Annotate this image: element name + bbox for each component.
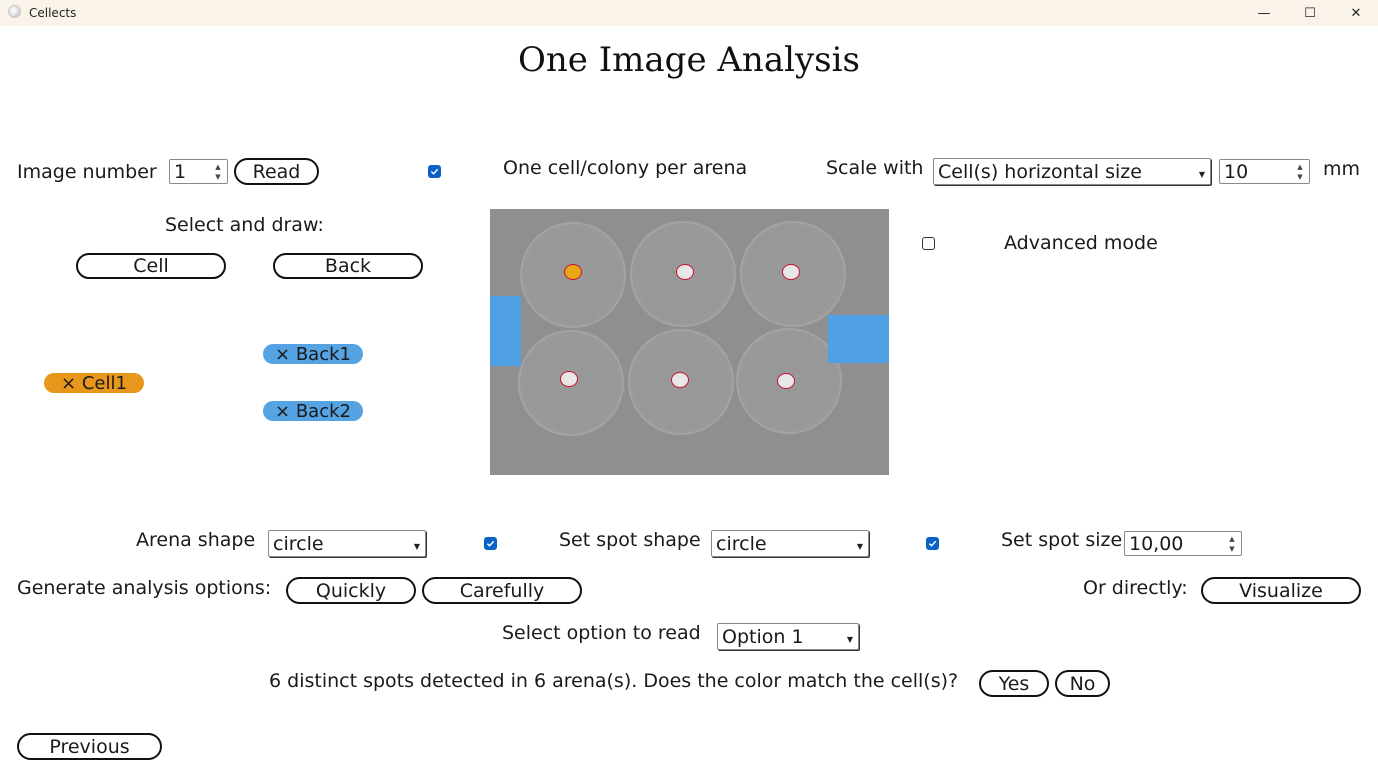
read-button[interactable]: Read [234, 158, 319, 185]
quickly-button[interactable]: Quickly [286, 577, 416, 604]
image-number-label: Image number [17, 161, 157, 183]
advanced-mode-checkbox[interactable] [922, 237, 935, 250]
no-button[interactable]: No [1055, 670, 1110, 697]
detected-spot [777, 373, 795, 389]
image-preview[interactable] [490, 209, 889, 475]
arena-shape-select[interactable]: circle ▼ [268, 530, 426, 557]
directly-label: Or directly: [1083, 577, 1188, 599]
spot-shape-value: circle [716, 532, 767, 555]
dropdown-arrow-icon: ▼ [856, 542, 863, 551]
detection-message: 6 distinct spots detected in 6 arena(s).… [269, 670, 959, 692]
spot-size-label: Set spot size [1001, 529, 1123, 551]
scale-with-value: Cell(s) horizontal size [938, 160, 1142, 183]
spot-shape-checkbox[interactable] [926, 537, 939, 550]
checkmark-icon [486, 540, 495, 547]
cell1-chip[interactable]: × Cell1 [44, 373, 144, 394]
scale-value: 10 [1224, 160, 1249, 183]
title-bar [0, 0, 1378, 26]
arena-shape-value: circle [273, 532, 324, 555]
checkmark-icon [928, 540, 937, 547]
back-draw-button[interactable]: Back [273, 253, 423, 279]
detected-spot [676, 264, 694, 280]
detected-spot [564, 264, 582, 280]
spot-shape-select[interactable]: circle ▼ [711, 530, 869, 557]
yes-button[interactable]: Yes [979, 670, 1049, 697]
arena-shape-checkbox[interactable] [484, 537, 497, 550]
one-cell-label: One cell/colony per arena [503, 157, 748, 179]
advanced-mode-label: Advanced mode [1004, 232, 1158, 254]
spot-size-value: 10,00 [1129, 532, 1184, 555]
minimize-icon[interactable]: — [1257, 5, 1271, 21]
one-cell-checkbox[interactable] [428, 165, 441, 178]
app-logo-icon [8, 5, 21, 18]
spin-arrows-icon[interactable]: ▲ ▼ [1229, 535, 1235, 553]
scale-unit: mm [1323, 158, 1361, 180]
detected-spot [782, 264, 800, 280]
back-region-marker [490, 296, 521, 366]
detected-spot [671, 372, 689, 388]
detected-spot [560, 371, 578, 387]
scale-with-select[interactable]: Cell(s) horizontal size ▼ [933, 158, 1211, 185]
dropdown-arrow-icon: ▼ [846, 635, 853, 644]
spin-arrows-icon[interactable]: ▲ ▼ [215, 163, 221, 181]
close-icon[interactable]: ✕ [1350, 5, 1362, 21]
back2-chip[interactable]: × Back2 [263, 401, 363, 422]
previous-button[interactable]: Previous [17, 733, 162, 760]
dropdown-arrow-icon: ▼ [1198, 170, 1205, 179]
scale-value-spinbox[interactable]: 10 ▲ ▼ [1219, 159, 1310, 184]
spin-arrows-icon[interactable]: ▲ ▼ [1297, 163, 1303, 181]
cell-draw-button[interactable]: Cell [76, 253, 226, 279]
spot-shape-label: Set spot shape [559, 529, 701, 551]
generate-options-label: Generate analysis options: [17, 577, 272, 599]
select-draw-label: Select and draw: [165, 214, 324, 236]
image-number-spinbox[interactable]: 1 ▲ ▼ [169, 159, 228, 184]
option-read-value: Option 1 [722, 625, 804, 648]
page-title: One Image Analysis [518, 40, 860, 80]
back-region-marker [828, 315, 889, 363]
option-read-select[interactable]: Option 1 ▼ [717, 623, 859, 650]
spot-size-spinbox[interactable]: 10,00 ▲ ▼ [1124, 531, 1242, 556]
window-title: Cellects [29, 6, 77, 20]
option-read-label: Select option to read [502, 622, 701, 644]
dropdown-arrow-icon: ▼ [413, 542, 420, 551]
checkmark-icon [430, 168, 439, 175]
scale-with-label: Scale with [826, 157, 924, 179]
carefully-button[interactable]: Carefully [422, 577, 582, 604]
visualize-button[interactable]: Visualize [1201, 577, 1361, 604]
image-number-value: 1 [174, 160, 187, 183]
back1-chip[interactable]: × Back1 [263, 344, 363, 365]
arena-shape-label: Arena shape [136, 529, 256, 551]
maximize-icon[interactable]: ☐ [1304, 5, 1316, 21]
